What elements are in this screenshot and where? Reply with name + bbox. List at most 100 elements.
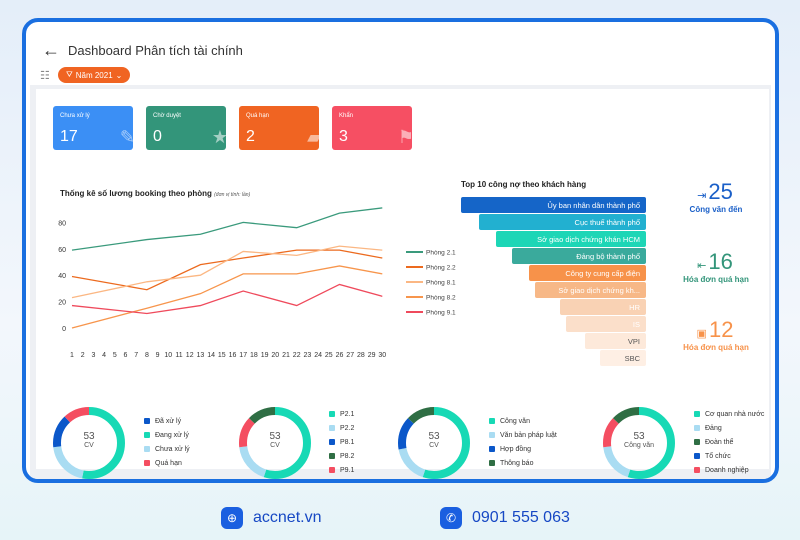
legend-item[interactable]: Đã xử lý bbox=[144, 414, 190, 428]
flag-icon: ⚑ bbox=[398, 127, 412, 148]
kpi-value: 17 bbox=[60, 128, 78, 145]
legend-label: Thông báo bbox=[500, 459, 534, 467]
kpi-label: Chờ duyệt bbox=[153, 113, 181, 119]
x-tick-label: 24 bbox=[314, 352, 322, 359]
chat-icon: ▰ bbox=[307, 127, 319, 148]
year-filter-dropdown[interactable]: ⛛ Năm 2021 ⌄ bbox=[58, 67, 131, 83]
kpi-card[interactable]: Chờ duyệt 0 ★ bbox=[146, 106, 226, 150]
legend-item[interactable]: Hợp đồng bbox=[489, 442, 557, 456]
funnel-bar[interactable]: SBC bbox=[600, 350, 646, 366]
funnel-bar[interactable]: Sở giao dịch chứng khán HCM bbox=[496, 231, 646, 247]
app-window: ← Dashboard Phân tích tài chính ☷ ⛛ Năm 2… bbox=[22, 18, 779, 483]
x-tick-label: 7 bbox=[134, 352, 138, 359]
kpi-label: Chưa xử lý bbox=[60, 113, 90, 119]
legend-label: P8.2 bbox=[340, 452, 355, 460]
funnel-title: Top 10 công nợ theo khách hàng bbox=[461, 180, 587, 189]
funnel-label: Cục thuế thành phố bbox=[574, 218, 640, 227]
legend-label: Phòng 8.1 bbox=[426, 280, 456, 287]
x-tick-label: 13 bbox=[197, 352, 205, 359]
donut-segment[interactable] bbox=[53, 407, 125, 479]
funnel-label: Sở giao dịch chứng khán HCM bbox=[537, 235, 640, 244]
legend-item[interactable]: P8.2 bbox=[329, 449, 354, 463]
y-tick-label: 60 bbox=[58, 247, 66, 254]
legend-item[interactable]: P9.1 bbox=[329, 463, 354, 477]
funnel-bar[interactable]: VPI bbox=[585, 333, 646, 349]
kpi-card[interactable]: Khẩn 3 ⚑ bbox=[332, 106, 412, 150]
legend-swatch bbox=[329, 425, 335, 431]
donut-segment[interactable] bbox=[398, 407, 470, 479]
legend-item[interactable]: Đảng bbox=[694, 421, 764, 435]
legend-item[interactable]: Cơ quan nhà nước bbox=[694, 407, 764, 421]
donut-center-value: 53 bbox=[633, 431, 645, 442]
legend-label: Hợp đồng bbox=[500, 445, 532, 453]
legend-item[interactable]: Đang xử lý bbox=[144, 428, 190, 442]
legend-label: P9.1 bbox=[340, 466, 355, 474]
settings-sliders-icon[interactable]: ☷ bbox=[40, 70, 50, 82]
donut-segment[interactable] bbox=[239, 407, 311, 479]
donut-segment[interactable] bbox=[398, 407, 470, 479]
legend-item[interactable]: P2.1 bbox=[329, 407, 354, 421]
donut-center-label: CV bbox=[429, 442, 439, 449]
legend-swatch bbox=[694, 411, 700, 417]
x-tick-label: 5 bbox=[113, 352, 117, 359]
legend-item[interactable]: Thông báo bbox=[489, 456, 557, 470]
donut-legend: P2.1 P2.2 P8.1 P8.2 P9.1 bbox=[329, 407, 354, 477]
edit-icon: ✎ bbox=[120, 127, 133, 148]
legend-item[interactable]: Văn bản pháp luật bbox=[489, 428, 557, 442]
footer-website[interactable]: ⊕ accnet.vn bbox=[221, 507, 321, 529]
filter-icon: ⛛ bbox=[66, 70, 73, 79]
legend-swatch bbox=[329, 467, 335, 473]
series-line bbox=[71, 265, 383, 329]
donut-segment[interactable] bbox=[603, 407, 675, 479]
funnel-label: Ủy ban nhân dân thành phố bbox=[547, 201, 640, 210]
legend-item[interactable]: Đoàn thể bbox=[694, 435, 764, 449]
legend-swatch bbox=[144, 460, 150, 466]
legend-item[interactable]: Quá hạn bbox=[144, 456, 190, 470]
kpi-value: 2 bbox=[246, 128, 255, 145]
kpi-card[interactable]: Quá hạn 2 ▰ bbox=[239, 106, 319, 150]
kpi-card[interactable]: Chưa xử lý 17 ✎ bbox=[53, 106, 133, 150]
legend-item[interactable]: Tổ chức bbox=[694, 449, 764, 463]
legend-label: Phòng 8.2 bbox=[426, 295, 456, 302]
funnel-bar[interactable]: Cục thuế thành phố bbox=[479, 214, 646, 230]
legend-swatch bbox=[329, 453, 335, 459]
funnel-bar[interactable]: HR bbox=[560, 299, 646, 315]
legend-item[interactable]: P8.1 bbox=[329, 435, 354, 449]
legend-swatch bbox=[489, 460, 495, 466]
funnel-bar[interactable]: Đảng bộ thành phố bbox=[512, 248, 646, 264]
donut-segment[interactable] bbox=[239, 407, 311, 479]
x-tick-label: 19 bbox=[261, 352, 269, 359]
legend-label: Chưa xử lý bbox=[155, 445, 190, 453]
x-tick-label: 27 bbox=[346, 352, 354, 359]
donut-center-value: 53 bbox=[269, 431, 281, 442]
legend-swatch bbox=[489, 418, 495, 424]
legend-item[interactable]: Chưa xử lý bbox=[144, 442, 190, 456]
legend-swatch bbox=[144, 418, 150, 424]
funnel-bar[interactable]: Công ty cung cấp điện bbox=[529, 265, 646, 281]
legend-swatch bbox=[329, 439, 335, 445]
legend-item[interactable]: Doanh nghiệp bbox=[694, 463, 764, 477]
globe-icon: ⊕ bbox=[221, 507, 243, 529]
funnel-label: SBC bbox=[624, 354, 640, 363]
donut-segment[interactable] bbox=[53, 407, 125, 479]
funnel-bar[interactable]: Ủy ban nhân dân thành phố bbox=[461, 197, 646, 213]
donut-chart: 53 CV bbox=[235, 403, 315, 479]
legend-item[interactable]: P2.2 bbox=[329, 421, 354, 435]
chevron-down-icon: ⌄ bbox=[115, 70, 123, 80]
header: ← Dashboard Phân tích tài chính bbox=[42, 40, 243, 61]
footer-phone[interactable]: ✆ 0901 555 063 bbox=[440, 507, 570, 529]
login-icon: ⇥ bbox=[697, 190, 707, 202]
funnel-bar[interactable]: IS bbox=[566, 316, 646, 332]
legend-label: Phòng 9.1 bbox=[426, 310, 456, 317]
y-tick-label: 80 bbox=[58, 220, 66, 227]
donut-segment[interactable] bbox=[603, 407, 675, 479]
funnel-label: IS bbox=[632, 320, 640, 329]
funnel-bar[interactable]: Sở giao dịch chứng kh... bbox=[535, 282, 646, 298]
x-tick-label: 3 bbox=[91, 352, 95, 359]
page-title: Dashboard Phân tích tài chính bbox=[68, 43, 243, 58]
legend-item[interactable]: Công văn bbox=[489, 414, 557, 428]
y-tick-label: 40 bbox=[58, 273, 66, 280]
legend-label: P8.1 bbox=[340, 438, 355, 446]
back-arrow-icon[interactable]: ← bbox=[42, 40, 60, 60]
legend-swatch bbox=[694, 453, 700, 459]
